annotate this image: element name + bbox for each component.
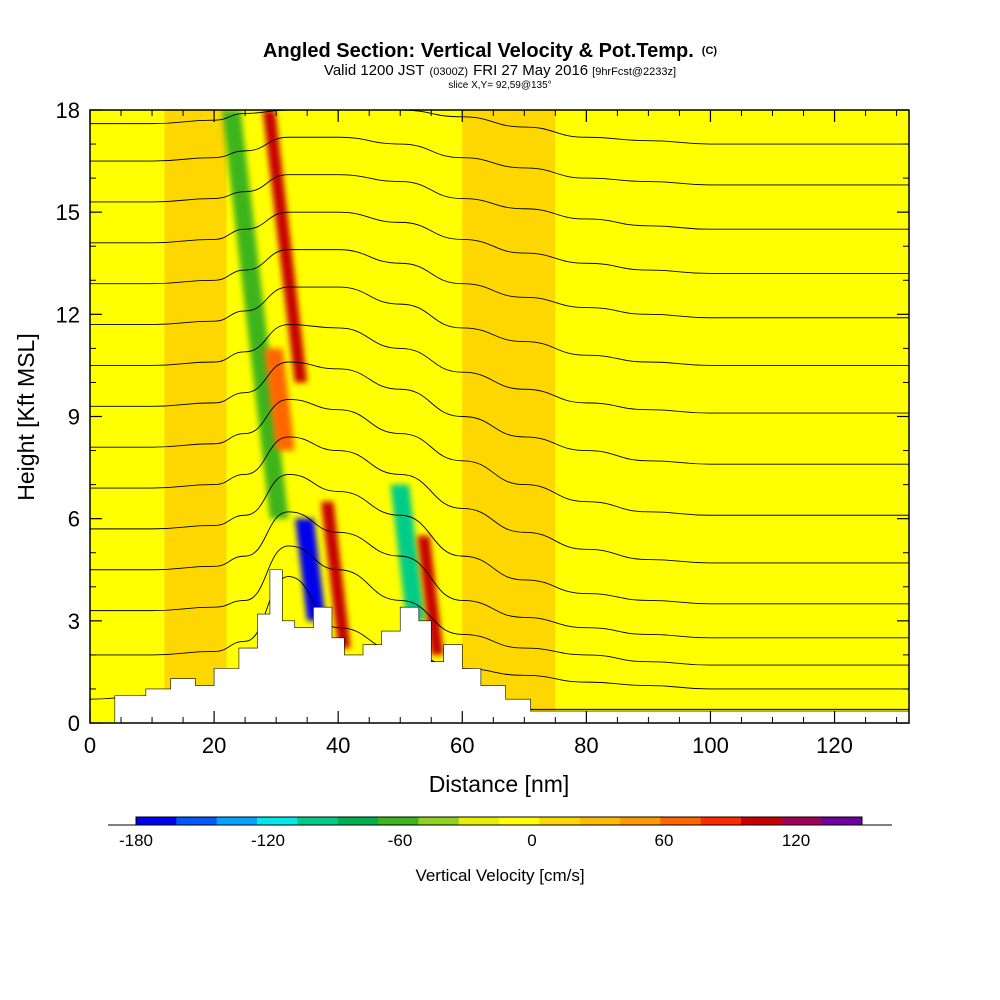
valid-zulu: (0300Z) — [430, 66, 469, 78]
x-tick-label: 40 — [326, 733, 350, 758]
colorbar-swatch — [539, 817, 581, 825]
isentrope-line — [90, 249, 909, 319]
valid-line: Valid 1200 JST (0300Z) FRI 27 May 2016 [9hr… — [324, 62, 676, 79]
colorbar-swatch — [257, 817, 298, 825]
colorbar-swatch — [136, 817, 177, 825]
terrain-profile — [90, 569, 909, 723]
velocity-band — [462, 110, 556, 723]
isentrope-line — [90, 399, 909, 516]
updraft-region — [264, 348, 295, 451]
isentrope-line — [90, 545, 909, 666]
plot-area — [90, 110, 909, 723]
y-tick-label: 9 — [68, 405, 80, 430]
downdraft-region — [295, 518, 326, 621]
colorbar-tick-label: -120 — [251, 831, 285, 850]
colorbar-swatch — [418, 817, 460, 825]
updraft-region — [320, 501, 351, 649]
axes: 0 20 40 60 80 100 120 0 3 6 9 12 15 18 — [56, 98, 909, 758]
isentrope-line — [90, 324, 909, 414]
isentrope-line — [90, 174, 909, 230]
colorbar-swatch — [579, 817, 621, 825]
y-tick-label: 12 — [56, 302, 80, 327]
colorbar-swatch — [216, 817, 258, 825]
colorbar-swatch — [660, 817, 702, 825]
colorbar-tick-label: 0 — [527, 831, 536, 850]
title-units: (C) — [702, 45, 718, 57]
updraft-region — [417, 535, 444, 655]
chart-title: Angled Section: Vertical Velocity & Pot.… — [263, 40, 717, 62]
forecast-tag: [9hrFcst@2233z] — [592, 66, 676, 78]
colorbar-swatch — [176, 817, 218, 825]
colorbar-swatch — [821, 817, 863, 825]
y-tick-label: 15 — [56, 200, 80, 225]
colorbar-tick-label: -180 — [119, 831, 153, 850]
isentrope-line — [90, 136, 909, 186]
colorbar-swatch — [378, 817, 419, 825]
velocity-band — [164, 110, 227, 723]
colorbar-swatch — [297, 817, 339, 825]
downdraft-region — [221, 110, 289, 519]
isentrope-line — [90, 511, 909, 639]
x-axis-label: Distance [nm] — [429, 771, 570, 797]
valid-date: FRI 27 May 2016 — [473, 62, 588, 79]
slice-line: slice X,Y= 92,59@135° — [448, 80, 551, 91]
x-tick-label: 60 — [450, 733, 474, 758]
isentrope-line — [90, 473, 909, 605]
colorbar-tick-label: 120 — [782, 831, 810, 850]
colorbar-swatch — [499, 817, 540, 825]
isentrope-line — [90, 286, 909, 366]
x-tick-label: 120 — [816, 733, 853, 758]
velocity-field — [90, 110, 909, 723]
y-axis-label: Height [Kft MSL] — [13, 333, 39, 500]
isentrope-line — [90, 436, 909, 564]
y-tick-label: 0 — [68, 711, 80, 736]
colorbar-swatch — [700, 817, 742, 825]
colorbar-swatch — [620, 817, 661, 825]
x-tick-label: 100 — [692, 733, 729, 758]
colorbar-swatch — [458, 817, 500, 825]
y-tick-label: 6 — [68, 507, 80, 532]
velocity-band — [555, 110, 680, 723]
isentrope-line — [90, 110, 909, 145]
colorbar: -180 -120 -60 0 60 120 — [108, 816, 892, 850]
colorbar-swatch — [741, 817, 782, 825]
velocity-band — [90, 110, 165, 723]
x-tick-label: 20 — [202, 733, 226, 758]
colorbar-label: Vertical Velocity [cm/s] — [415, 866, 584, 885]
y-tick-label: 18 — [56, 98, 80, 123]
x-tick-label: 0 — [84, 733, 96, 758]
isentrope-line — [90, 211, 909, 274]
colorbar-tick-label: -60 — [388, 831, 413, 850]
colorbar-tick-label: 60 — [655, 831, 674, 850]
x-tick-label: 80 — [574, 733, 598, 758]
colorbar-swatch — [781, 817, 823, 825]
pot-temp-isentropes — [90, 110, 909, 710]
downdraft-region — [390, 484, 426, 621]
colorbar-swatch — [337, 817, 379, 825]
velocity-band — [679, 110, 909, 723]
isentrope-line — [90, 361, 909, 465]
y-tick-label: 3 — [68, 609, 80, 634]
